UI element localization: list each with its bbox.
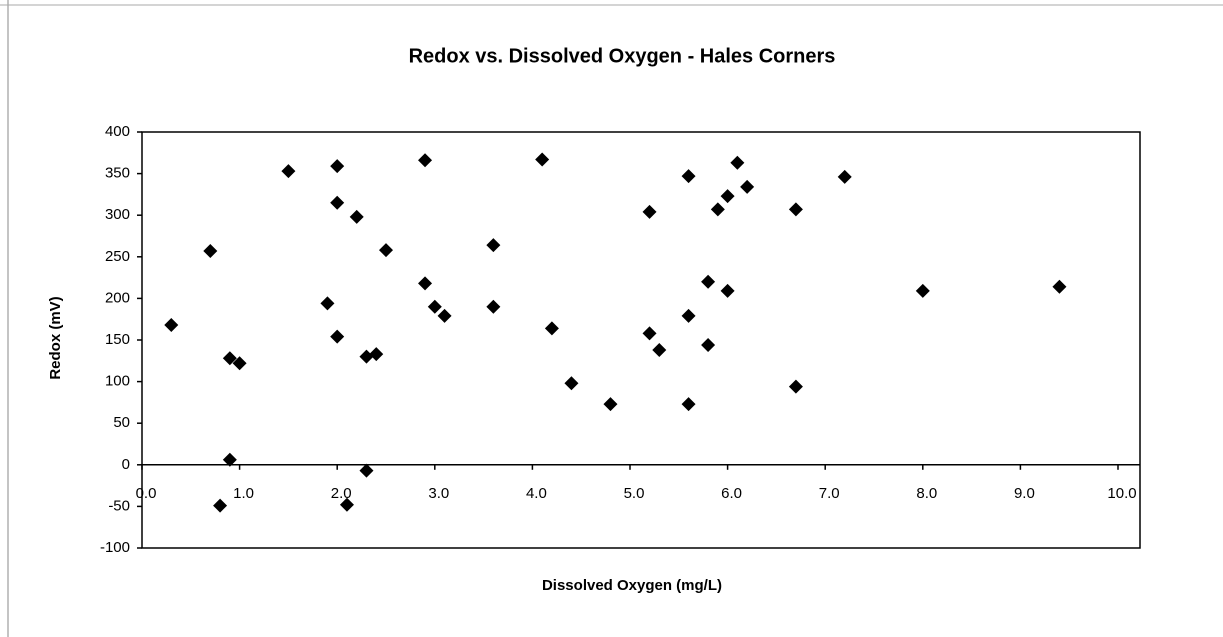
x-tick-label: 6.0 <box>721 485 742 502</box>
y-tick-label: 350 <box>105 165 130 182</box>
y-tick-label: -100 <box>100 539 130 556</box>
point <box>740 179 755 194</box>
point <box>720 283 735 298</box>
x-tick-label: 4.0 <box>526 485 547 502</box>
x-tick-label: 9.0 <box>1014 485 1035 502</box>
point <box>788 379 803 394</box>
x-tick-label: 7.0 <box>819 485 840 502</box>
point <box>681 308 696 323</box>
point <box>213 498 228 513</box>
point <box>486 238 501 253</box>
y-tick-label: 0 <box>122 456 130 473</box>
x-tick-label: 1.0 <box>233 485 254 502</box>
point <box>603 397 618 412</box>
x-tick-label: 5.0 <box>624 485 645 502</box>
point <box>379 243 393 258</box>
point <box>359 349 374 364</box>
point <box>915 283 930 298</box>
point <box>1052 279 1067 294</box>
point <box>330 329 345 344</box>
point <box>164 318 179 333</box>
point <box>330 195 345 210</box>
point <box>418 153 433 168</box>
y-tick-label: 200 <box>105 289 130 306</box>
point <box>681 169 696 184</box>
x-tick-label: 10.0 <box>1107 485 1136 502</box>
point <box>437 308 452 323</box>
point <box>222 452 237 467</box>
point <box>642 326 657 341</box>
y-axis-label: Redox (mV) <box>47 296 64 379</box>
point <box>788 202 803 217</box>
point <box>837 169 852 184</box>
point <box>535 152 550 167</box>
point <box>642 204 657 219</box>
x-tick-label: 0.0 <box>136 485 157 502</box>
x-axis-label: Dissolved Oxygen (mg/L) <box>542 577 722 594</box>
point <box>232 356 247 371</box>
point <box>486 299 501 314</box>
y-tick-label: 300 <box>105 206 130 223</box>
point <box>701 337 716 352</box>
point <box>359 463 374 478</box>
y-tick-label: 150 <box>105 331 130 348</box>
y-tick-label: 250 <box>105 248 130 265</box>
point <box>710 202 725 217</box>
y-tick-label: 100 <box>105 373 130 390</box>
point <box>330 159 345 174</box>
point <box>544 321 559 336</box>
point <box>349 209 364 224</box>
point <box>681 397 696 412</box>
chart-title: Redox vs. Dissolved Oxygen - Hales Corne… <box>409 45 836 67</box>
point <box>720 189 735 204</box>
point <box>564 376 579 391</box>
point <box>730 155 745 170</box>
point <box>652 342 667 357</box>
y-tick-label: -50 <box>108 497 130 514</box>
y-tick-label: 50 <box>113 414 130 431</box>
point <box>281 164 296 179</box>
x-tick-label: 8.0 <box>916 485 937 502</box>
point <box>418 276 433 291</box>
point <box>369 347 384 362</box>
x-tick-label: 2.0 <box>331 485 352 502</box>
x-tick-label: 3.0 <box>428 485 449 502</box>
point <box>427 299 442 314</box>
y-tick-label: 400 <box>105 123 130 140</box>
point <box>320 296 335 311</box>
point <box>203 243 218 258</box>
point <box>339 497 354 512</box>
point <box>701 274 716 289</box>
point <box>222 351 237 366</box>
